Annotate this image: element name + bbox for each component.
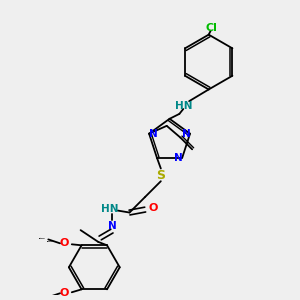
- Text: O: O: [59, 238, 69, 248]
- Text: HN: HN: [101, 204, 119, 214]
- Text: Cl: Cl: [206, 23, 218, 33]
- Text: N: N: [174, 153, 183, 163]
- Text: methoxy: methoxy: [47, 241, 54, 242]
- Text: O: O: [148, 202, 158, 213]
- Text: HN: HN: [175, 101, 192, 111]
- Text: O: O: [59, 288, 69, 298]
- Text: N: N: [148, 129, 158, 139]
- Text: methoxy: methoxy: [39, 238, 46, 239]
- Text: N: N: [182, 129, 190, 139]
- Text: S: S: [156, 169, 165, 182]
- Text: N: N: [107, 221, 116, 231]
